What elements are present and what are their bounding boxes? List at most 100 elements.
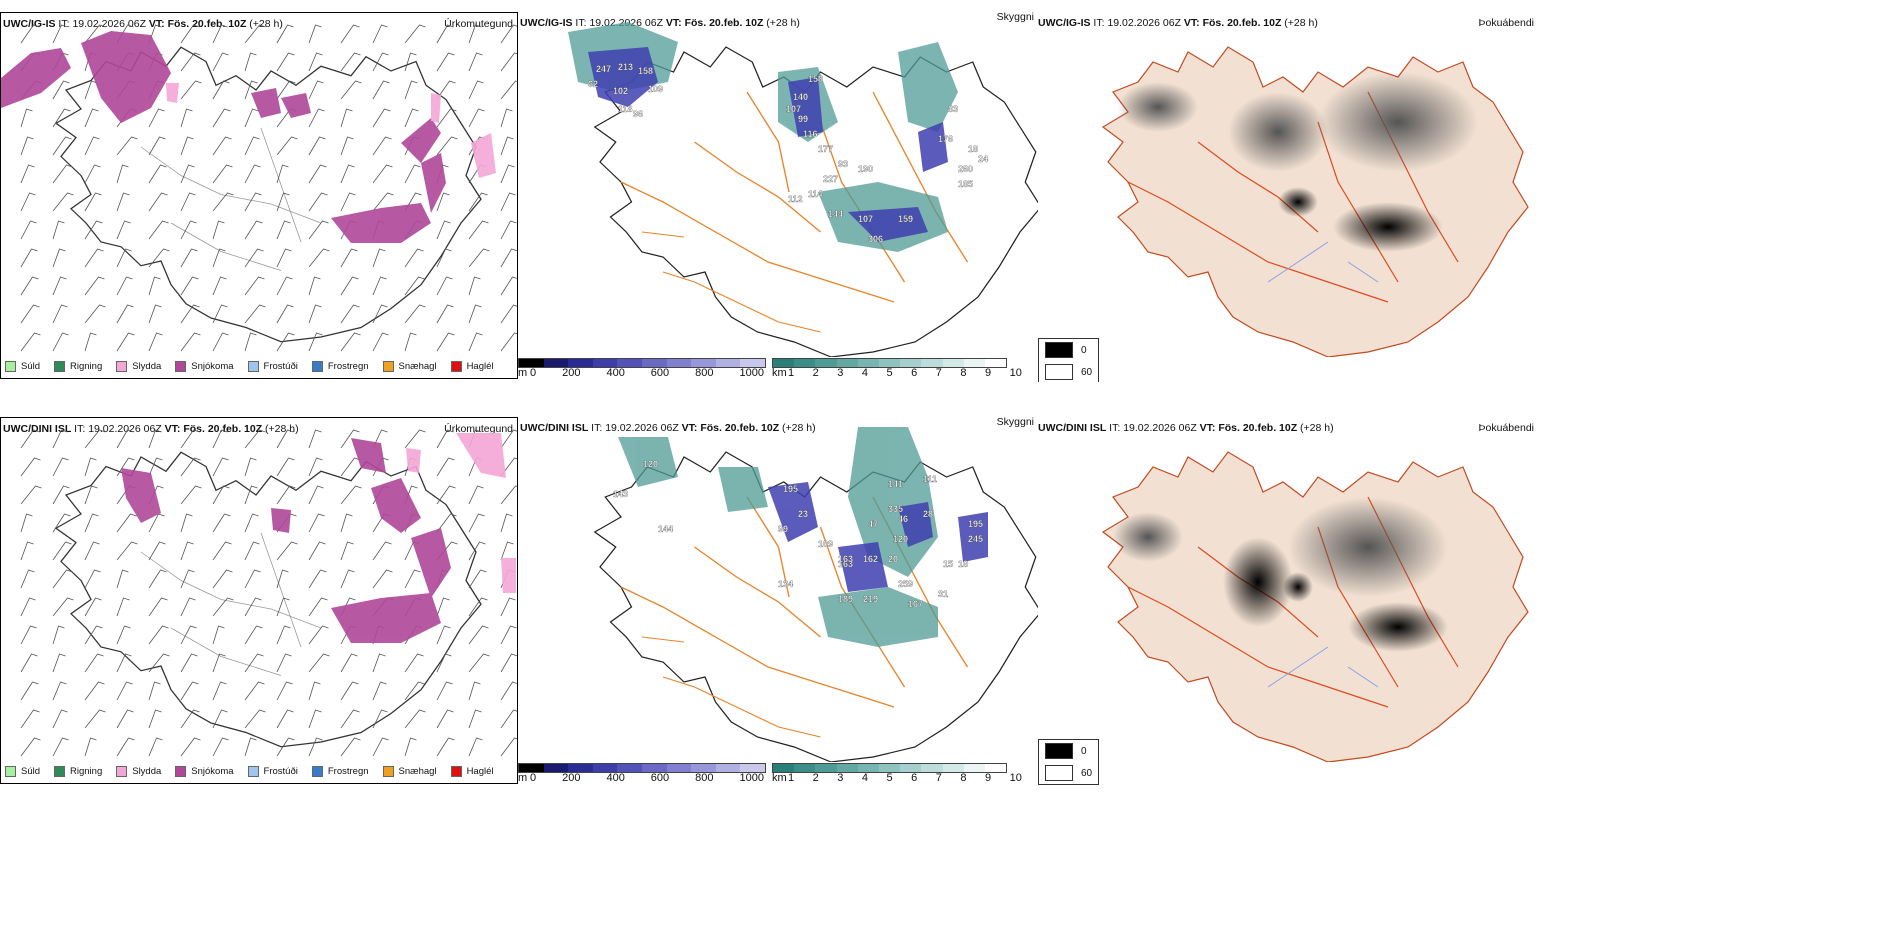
colorbar-cell: [963, 359, 985, 367]
wind-barb: [20, 220, 37, 240]
vt-value: Fös. 20.feb. 10Z: [684, 17, 764, 29]
panel-header: UWC/DINI ISL IT: 19.02.2026 06Z VT: Fös.…: [3, 421, 517, 437]
wind-barb: [436, 429, 454, 449]
wind-barb: [276, 681, 293, 701]
colorbar-cell: [715, 359, 741, 367]
cloudbase-value-label: 120: [893, 534, 908, 544]
wind-barb: [468, 485, 484, 505]
wind-barb: [244, 541, 260, 561]
wind-barb: [372, 429, 388, 449]
panel-header: UWC/DINI ISL IT: 19.02.2026 06Z VT: Fös.…: [1038, 420, 1538, 436]
vt-label: VT:: [1183, 17, 1200, 29]
wind-barb: [180, 332, 201, 352]
panel-title: Úrkomutegund: [444, 423, 513, 435]
wind-barb: [308, 24, 322, 44]
wind-barb: [20, 429, 40, 449]
wind-barb: [404, 276, 425, 296]
colorbar-cell: [900, 359, 922, 367]
cloudbase-value-label: 259: [898, 579, 913, 589]
fog-map-svg: [1101, 46, 1529, 357]
wind-barb: [180, 625, 197, 645]
wind-barb: [308, 625, 329, 645]
wind-barb: [116, 276, 133, 296]
wind-barb: [372, 541, 392, 561]
tick-label: 6: [911, 367, 918, 379]
wind-barb: [308, 220, 329, 240]
wind-barb: [20, 276, 39, 296]
legend-item: Rigning: [54, 766, 102, 777]
wind-barb: [148, 164, 167, 184]
wind-barb: [276, 457, 295, 477]
wind-barb: [180, 709, 200, 729]
wind-barb: [340, 737, 361, 757]
wind-barb: [436, 276, 453, 296]
wind-barb: [180, 429, 200, 449]
legend-swatch: [116, 361, 128, 372]
wind-barb: [276, 625, 291, 645]
cloudbase-ticks: 0 200 400 600 800 1000: [530, 367, 764, 379]
wind-barb: [244, 653, 264, 673]
wind-barb: [500, 192, 516, 212]
wind-barb: [276, 485, 296, 505]
cloudbase-value-label: 219: [863, 594, 878, 604]
wind-barb: [52, 80, 70, 100]
legend-swatch: [5, 361, 16, 372]
cloudbase-value-label: 109: [818, 539, 833, 549]
cloudbase-value-label: 31: [938, 589, 948, 599]
legend-swatch: [5, 766, 16, 777]
colorbar-cell: [984, 764, 1007, 772]
wind-barb: [372, 681, 387, 701]
panel-title: Skyggni: [996, 417, 1034, 428]
wind-barb: [404, 52, 417, 72]
legend-label: Frostúði: [263, 361, 298, 372]
wind-barb: [148, 737, 163, 757]
colorbar-cell: [900, 764, 922, 772]
wind-barb: [276, 24, 294, 44]
legend-swatch: [382, 766, 394, 777]
wind-barb: [52, 192, 74, 212]
tick-label: 8: [960, 772, 967, 784]
wind-barb: [52, 709, 68, 729]
wind-barb: [468, 709, 482, 729]
visibility-unit: km: [772, 772, 787, 784]
cloudbase-value-label: 177: [818, 144, 833, 154]
cloudbase-value-label: 83: [948, 104, 958, 114]
lead-time: (+28 h): [265, 423, 299, 435]
wind-barb: [372, 737, 389, 757]
wind-barb: [308, 541, 326, 561]
wind-barb: [500, 513, 513, 533]
colorbar-cell: [617, 359, 642, 367]
colorbar-cell: [519, 359, 544, 367]
colorbar-cell: [942, 764, 964, 772]
wind-barb: [308, 681, 321, 701]
wind-barb: [180, 541, 194, 561]
model-name: UWC/IG-IS: [3, 18, 56, 30]
fog-legend-swatch: [1045, 743, 1073, 759]
wind-barb: [84, 136, 100, 156]
wind-barb: [500, 625, 517, 645]
wind-barb: [340, 485, 362, 505]
precip-legend: Súld Rigning Slydda Snjókoma Frostúði Frostre…: [5, 766, 494, 777]
wind-barb: [84, 220, 103, 240]
colorbar-cell: [568, 764, 593, 772]
wind-barb: [372, 192, 394, 212]
wind-barb: [180, 24, 200, 44]
wind-barb: [20, 737, 41, 757]
wind-barb: [244, 24, 266, 44]
wind-barb: [212, 332, 229, 352]
wind-barb: [340, 653, 358, 673]
visibility-colorbar: [772, 763, 1007, 773]
fog-legend-label: 60: [1081, 366, 1093, 378]
cloudbase-value-label: 162: [863, 554, 878, 564]
cloudbase-value-label: 47: [868, 519, 878, 529]
wind-barb: [468, 24, 482, 44]
wind-barb: [372, 248, 386, 268]
legend-label: Snjókoma: [191, 766, 234, 777]
wind-barb: [20, 108, 33, 128]
tick-label: 4: [861, 367, 868, 379]
wind-barb: [212, 304, 228, 324]
tick-label: 3: [837, 772, 844, 784]
cloudbase-value-label: 18: [968, 144, 978, 154]
wind-barb: [212, 597, 234, 617]
